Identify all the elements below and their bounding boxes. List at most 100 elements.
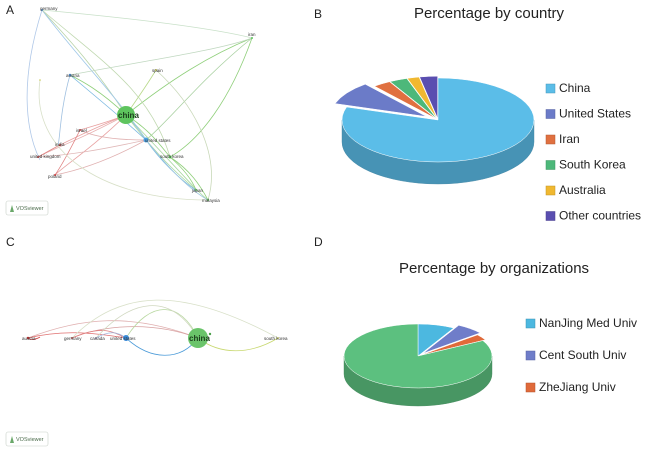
network-node-malaysia[interactable] xyxy=(207,199,209,201)
legend-swatch xyxy=(525,350,536,361)
legend-swatch xyxy=(545,211,556,221)
edge xyxy=(169,156,197,191)
network-a-edges xyxy=(26,9,253,201)
edge xyxy=(41,9,253,39)
watermark-text: VOSviewer xyxy=(16,206,44,212)
panel-a-label: A xyxy=(6,3,14,17)
pie-slice-cent-south-univ[interactable] xyxy=(422,325,481,354)
edge xyxy=(125,309,199,339)
vosviewer-logo-icon xyxy=(10,205,14,212)
edge xyxy=(37,144,61,158)
edge xyxy=(26,9,43,161)
edge xyxy=(125,337,199,356)
network-node-label: japan xyxy=(191,188,204,193)
panel-c: C austria germany canada united states xyxy=(5,235,288,447)
panel-d-label: D xyxy=(314,235,323,249)
pie-slice-other[interactable] xyxy=(343,323,493,389)
network-node-italy[interactable] xyxy=(39,79,41,81)
network-node-japan[interactable] xyxy=(195,189,197,191)
legend-swatch xyxy=(545,109,556,119)
legend-label: Other countries xyxy=(559,209,641,223)
network-node-label: germany xyxy=(64,336,82,341)
edge xyxy=(145,139,197,191)
pie-chart-country xyxy=(334,76,535,185)
network-node-china[interactable] xyxy=(117,106,135,124)
network-node-spain[interactable] xyxy=(155,69,157,71)
network-node-poland[interactable] xyxy=(54,174,56,176)
network-node-label: malaysia xyxy=(202,198,220,203)
edge xyxy=(169,37,253,158)
network-node-label: south korea xyxy=(160,154,184,159)
network-node-label: israel xyxy=(76,128,87,133)
edge xyxy=(38,79,209,201)
legend-label: ZheJiang Univ xyxy=(539,380,616,394)
edge xyxy=(27,320,199,339)
pie-slice-south-korea[interactable] xyxy=(389,78,437,119)
vosviewer-logo-icon xyxy=(10,436,14,443)
watermark-box xyxy=(5,200,49,216)
network-node-india[interactable] xyxy=(59,144,61,146)
network-node-label: austria xyxy=(66,73,80,78)
network-node-label: spain xyxy=(152,68,163,73)
pie-slice-china[interactable] xyxy=(341,77,535,163)
network-node-austria[interactable] xyxy=(68,73,72,77)
network-node-canada[interactable] xyxy=(95,337,97,339)
network-node-germany[interactable] xyxy=(71,337,73,339)
pie-slice-australia[interactable] xyxy=(406,76,438,119)
pie-chart-organizations xyxy=(343,323,493,407)
network-node-label: germany xyxy=(40,6,58,11)
legend-label: NanJing Med Univ xyxy=(539,316,637,330)
network-node-label: china xyxy=(189,334,210,343)
network-c-edges xyxy=(27,299,279,356)
pie-slice-united-states[interactable] xyxy=(334,83,427,117)
network-node-south-korea[interactable] xyxy=(277,337,279,339)
network-node-label: united kingdom xyxy=(30,154,61,159)
legend-label: Australia xyxy=(559,183,606,197)
legend-organizations: NanJing Med Univ Cent South Univ ZheJiang … xyxy=(525,316,637,394)
network-node-south-korea[interactable] xyxy=(168,155,172,159)
legend-label: Iran xyxy=(559,132,580,146)
network-node-label: united states xyxy=(145,138,171,143)
network-node-label: united states xyxy=(110,336,136,341)
pie-slice-iran[interactable] xyxy=(373,81,436,119)
pie-slice-other-countries[interactable] xyxy=(419,76,438,119)
legend-label: United States xyxy=(559,107,631,121)
network-node-label: canada xyxy=(90,336,105,341)
network-node-austria[interactable] xyxy=(26,336,30,340)
edge xyxy=(95,305,199,339)
edge xyxy=(155,69,212,201)
legend-swatch xyxy=(525,318,536,329)
legend-swatch xyxy=(545,185,556,196)
network-node-label: austria xyxy=(22,336,36,341)
network-node-china[interactable] xyxy=(188,328,208,348)
legend-swatch xyxy=(525,382,536,393)
panel-d: D Percentage by organizations NanJing Me… xyxy=(314,235,637,407)
network-node-united-states[interactable] xyxy=(143,137,149,143)
network-node-iran[interactable] xyxy=(251,37,253,39)
network-node-united-kingdom[interactable] xyxy=(37,156,39,158)
watermark-box xyxy=(5,431,49,447)
vosviewer-watermark-a: VOSviewer xyxy=(5,200,49,216)
network-node-label: india xyxy=(55,142,65,147)
legend-swatch xyxy=(545,160,556,170)
edge xyxy=(125,114,197,191)
panel-c-label: C xyxy=(6,235,15,249)
panel-a: A xyxy=(5,3,256,216)
edge xyxy=(54,139,147,176)
panel-b-label: B xyxy=(314,7,322,21)
edge xyxy=(27,332,127,339)
legend-swatch xyxy=(545,83,556,94)
network-node-germany[interactable] xyxy=(41,9,43,11)
edge xyxy=(169,156,209,201)
network-node-label: poland xyxy=(48,174,62,179)
pie-slice-zhejiang-univ[interactable] xyxy=(420,334,486,356)
network-c-nodes: austria germany canada united states chi… xyxy=(22,328,288,348)
edge xyxy=(54,114,127,176)
network-node-minor[interactable] xyxy=(208,332,212,336)
network-node-israel[interactable] xyxy=(79,129,81,131)
network-node-label: china xyxy=(118,111,139,120)
network-node-label: iran xyxy=(248,32,256,37)
network-node-label: south korea xyxy=(264,336,288,341)
network-node-united-states[interactable] xyxy=(123,335,129,341)
legend-country: China United States Iran South Korea Austral… xyxy=(545,81,641,223)
